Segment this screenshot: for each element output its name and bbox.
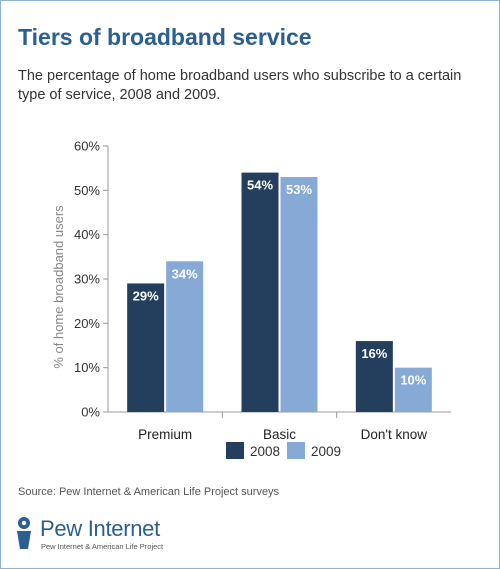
bar-chart: 0% 10% 20% 30% 40% 50% 60% % of home broadband … [51, 139, 451, 459]
y-axis-title: % of home broadband users [51, 205, 66, 369]
x-tick-label: Basic [263, 427, 296, 442]
bar [355, 341, 393, 412]
data-label: 10% [400, 373, 426, 388]
y-tick-label: 10% [74, 360, 100, 375]
chart-axes: 0% 10% 20% 30% 40% 50% 60% % of home broadband … [51, 139, 451, 442]
bar [127, 283, 165, 412]
chart-title: Tiers of broadband service [18, 24, 312, 50]
legend-swatch [226, 442, 244, 459]
legend-swatch [287, 442, 305, 459]
bar [166, 261, 204, 412]
y-tick-label: 20% [74, 316, 100, 331]
x-tick-label: Don't know [361, 427, 428, 442]
logo-name: Pew Internet [40, 516, 160, 541]
x-tick-label: Premium [138, 427, 192, 442]
keyhole-person-icon [17, 517, 31, 549]
bar [394, 367, 432, 412]
data-label: 53% [286, 182, 312, 197]
legend-label: 2008 [250, 444, 280, 459]
source-note: Source: Pew Internet & American Life Pro… [18, 486, 280, 498]
chart-subtitle: The percentage of home broadband users w… [18, 68, 462, 103]
y-tick-label: 50% [74, 183, 100, 198]
y-tick-label: 60% [74, 139, 100, 154]
bar [241, 172, 279, 412]
logo-tagline: Pew Internet & American Life Project [41, 542, 164, 551]
chart-legend: 2008 2009 [226, 442, 341, 459]
y-tick-label: 40% [74, 227, 100, 242]
chart-bars: 29% 34% 54% 53% 16% 10% [127, 172, 432, 412]
y-tick-label: 30% [74, 272, 100, 287]
data-label: 34% [172, 266, 198, 281]
pew-internet-logo: Pew Internet Pew Internet & American Lif… [13, 513, 273, 553]
y-tick-label: 0% [81, 405, 100, 420]
data-label: 16% [361, 346, 387, 361]
data-label: 54% [247, 178, 273, 193]
legend-label: 2009 [311, 444, 341, 459]
bar [280, 177, 318, 412]
data-label: 29% [133, 288, 159, 303]
